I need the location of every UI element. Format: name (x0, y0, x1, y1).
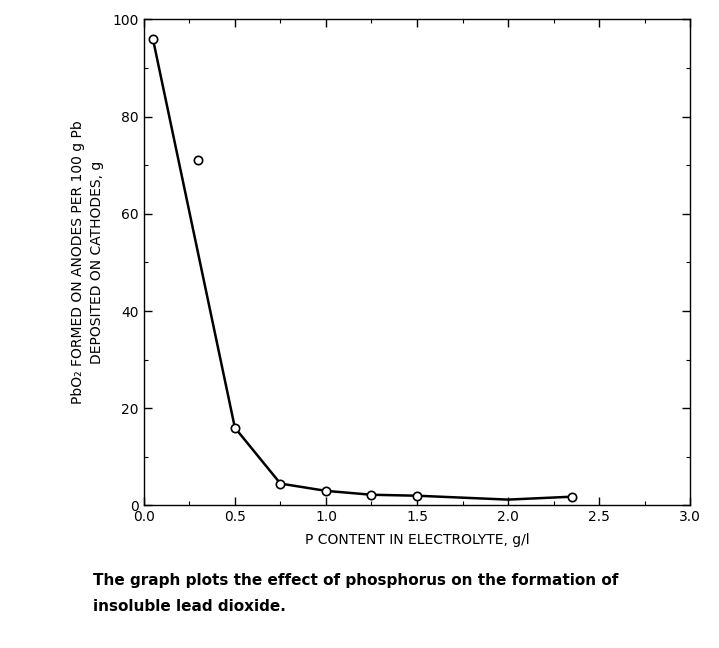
Point (147, 34, 159, 44)
Point (229, 422, 241, 433)
Point (320, 486, 331, 496)
Text: The graph plots the effect of phosphorus on the formation of: The graph plots the effect of phosphorus… (93, 573, 619, 588)
Point (366, 490, 377, 500)
Point (411, 491, 423, 501)
Y-axis label: PbO₂ FORMED ON ANODES PER 100 g Pb
DEPOSITED ON CATHODES, g: PbO₂ FORMED ON ANODES PER 100 g Pb DEPOS… (70, 121, 104, 404)
X-axis label: P CONTENT IN ELECTROLYTE, g/l: P CONTENT IN ELECTROLYTE, g/l (305, 533, 529, 547)
Point (566, 492, 577, 502)
Text: insoluble lead dioxide.: insoluble lead dioxide. (93, 599, 286, 614)
Point (193, 156, 204, 166)
Point (275, 478, 286, 489)
